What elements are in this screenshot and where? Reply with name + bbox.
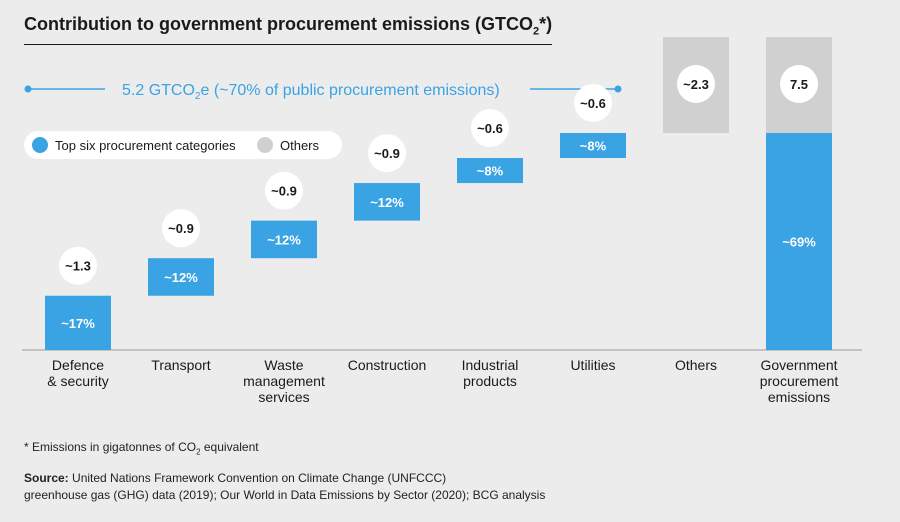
share-label-utilities: ~8%	[580, 139, 607, 154]
bar-utilities	[560, 132, 626, 159]
share-label-industrial-products: ~8%	[477, 164, 504, 179]
annotation-text: 5.2 GTCO2e (~70% of public procurement e…	[122, 82, 500, 102]
value-bubble-total	[780, 65, 818, 103]
bar-defence-security	[45, 295, 111, 350]
category-label-waste-management-services: services	[258, 389, 309, 405]
value-bubble-transport	[162, 209, 200, 248]
category-label-total: Government	[760, 357, 837, 373]
chart-title: Contribution to government procurement e…	[24, 14, 553, 45]
category-label-waste-management-services: Waste	[264, 357, 303, 373]
value-bubble-construction	[368, 134, 406, 173]
category-label-utilities: Utilities	[570, 357, 615, 373]
value-bubble-utilities	[574, 83, 612, 122]
category-label-defence-security: & security	[47, 373, 108, 389]
legend-swatch-top-six	[32, 137, 48, 153]
value-bubble-others	[677, 65, 715, 103]
category-label-waste-management-services: management	[243, 373, 325, 389]
share-label-defence-security: ~17%	[61, 316, 95, 331]
category-label-total: procurement	[760, 373, 839, 389]
legend-label-top-six: Top six procurement categories	[55, 138, 236, 153]
annotation-endpoint-right	[614, 85, 622, 93]
share-label-transport: ~12%	[164, 270, 198, 285]
value-bubble-industrial-products	[471, 109, 509, 148]
bar-waste-management-services	[251, 220, 317, 259]
value-label-total: 7.5	[790, 77, 808, 92]
value-label-transport: ~0.9	[168, 221, 194, 236]
share-label-waste-management-services: ~12%	[267, 232, 301, 247]
waterfall-chart: 5.2 GTCO2e (~70% of public procurement e…	[22, 37, 862, 405]
value-bubble-defence-security	[59, 246, 97, 285]
bar-industrial-products	[457, 158, 523, 184]
legend-swatch-others	[257, 137, 273, 153]
bar-transport	[148, 258, 214, 296]
category-label-transport: Transport	[151, 357, 211, 373]
value-bubble-waste-management-services	[265, 171, 303, 210]
bar-construction	[354, 183, 420, 221]
category-label-industrial-products: Industrial	[462, 357, 519, 373]
total-bar-segment-top-six	[766, 132, 832, 350]
legend-label-others: Others	[280, 138, 320, 153]
category-label-construction: Construction	[348, 357, 427, 373]
value-label-defence-security: ~1.3	[65, 259, 91, 274]
footnote: * Emissions in gigatonnes of CO2 equival…	[24, 440, 259, 457]
value-label-others: ~2.3	[683, 77, 709, 92]
value-label-industrial-products: ~0.6	[477, 121, 503, 136]
value-label-utilities: ~0.6	[580, 96, 606, 111]
share-label-construction: ~12%	[370, 195, 404, 210]
category-label-total: emissions	[768, 389, 830, 405]
category-label-defence-security: Defence	[52, 357, 104, 373]
value-label-waste-management-services: ~0.9	[271, 184, 297, 199]
category-label-industrial-products: products	[463, 373, 517, 389]
source-note: Source: United Nations Framework Convent…	[24, 471, 546, 502]
annotation-endpoint-left	[24, 85, 32, 93]
category-label-others: Others	[675, 357, 717, 373]
total-share-label-top-six: ~69%	[782, 234, 816, 249]
value-label-construction: ~0.9	[374, 146, 400, 161]
